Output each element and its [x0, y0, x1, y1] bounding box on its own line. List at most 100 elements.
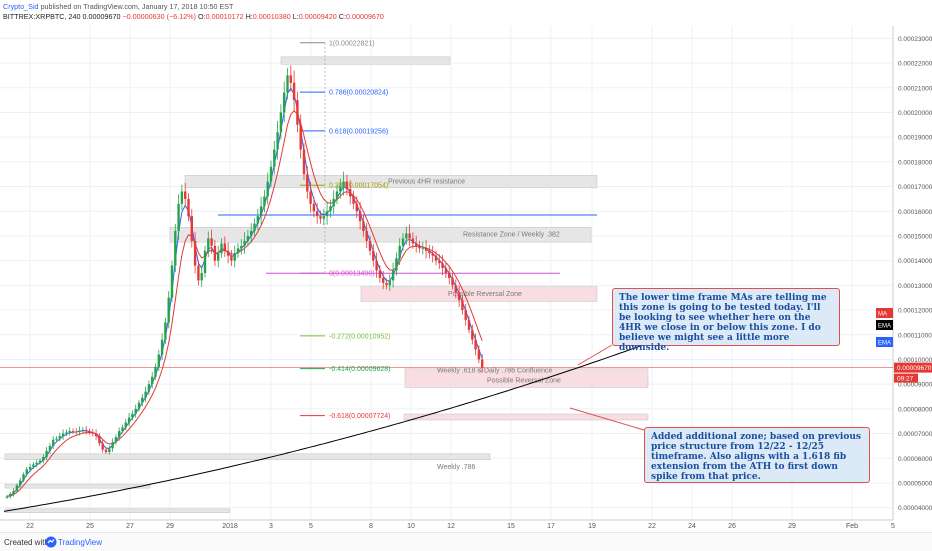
- last-price-tag-label: 0.00009670: [897, 365, 932, 372]
- candle-body: [167, 297, 170, 323]
- price-tick-label: 0.00018000: [898, 159, 932, 166]
- time-tick-label: 26: [728, 523, 736, 530]
- time-tick-label: 15: [507, 523, 515, 530]
- open-value: 0.00010172: [205, 12, 244, 21]
- candle-body: [197, 265, 200, 281]
- candle-body: [441, 263, 444, 269]
- candle-body: [85, 429, 88, 432]
- chart-overlays: [569, 344, 645, 431]
- candle-body: [395, 258, 398, 271]
- open-label: O:: [198, 12, 206, 21]
- zone-label-reversal-upper: Possible Reversal Zone: [448, 291, 522, 298]
- candle-body: [378, 270, 382, 278]
- price-tick-label: 0.00015000: [898, 233, 932, 240]
- time-tick-label: 17: [547, 523, 555, 530]
- candle-body: [388, 280, 391, 286]
- candle-body: [108, 448, 111, 453]
- price-tick-label: 0.00011000: [898, 332, 932, 339]
- price-axis: 0.00023000 0.00022000 0.00021000 0.00020000…: [876, 36, 932, 512]
- callout-line-1: [577, 344, 613, 366]
- fib-level-label: -0.414(0.00009628): [329, 366, 391, 373]
- candle-body: [71, 431, 75, 432]
- candle-body: [193, 240, 197, 266]
- candle-body: [144, 391, 147, 398]
- candle-body: [365, 231, 368, 241]
- candle-body: [286, 75, 289, 93]
- chart-zones: Previous 4HR resistance Resistance Zone /…: [4, 56, 649, 513]
- candle-body: [418, 245, 421, 249]
- candle-body: [250, 231, 253, 236]
- time-tick-label: 29: [166, 523, 174, 530]
- candle-body: [415, 243, 418, 246]
- candle-body: [101, 443, 104, 450]
- author-link[interactable]: Crypto_Sid: [3, 2, 39, 11]
- last-price-tag: [894, 362, 932, 373]
- candle-body: [160, 339, 164, 355]
- candle-body: [471, 329, 474, 340]
- candle-body: [243, 240, 246, 246]
- candle-body: [233, 253, 236, 261]
- candle-body: [263, 196, 266, 207]
- price-tick-label: 0.00012000: [898, 308, 932, 315]
- candle-body: [444, 268, 448, 273]
- candle-body: [319, 216, 322, 219]
- candle-body: [151, 376, 154, 385]
- candle-body: [405, 233, 408, 239]
- possible-reversal-zone-upper: [360, 286, 598, 302]
- fib-level-label: 0.618(0.00019256): [329, 128, 388, 135]
- candle-body: [25, 469, 28, 475]
- fib-level-label: -0.618(0.00007724): [329, 413, 391, 420]
- candle-body: [296, 100, 299, 125]
- indicator-tag-label: MA: [878, 312, 887, 318]
- candle-body: [127, 417, 131, 423]
- candle-body: [289, 75, 292, 83]
- annotation-note-2[interactable]: Added additional zone; based on previous…: [644, 427, 870, 483]
- candle-body: [335, 191, 339, 199]
- candle-body: [299, 124, 302, 150]
- candle-body: [157, 354, 160, 367]
- fib-levels: 1(0.00022821) 0.786(0.00020824) 0.618(0.00…: [300, 40, 391, 420]
- candle-body: [266, 181, 269, 197]
- candle-body: [184, 191, 187, 199]
- candle-body: [259, 206, 263, 217]
- candle-body: [279, 112, 283, 133]
- candle-body: [223, 243, 226, 251]
- candle-body: [220, 243, 223, 254]
- candle-body: [240, 245, 243, 249]
- candle-body: [292, 82, 296, 101]
- candle-body: [124, 422, 127, 428]
- candle-body: [147, 384, 151, 392]
- candle-body: [213, 245, 217, 261]
- candle-body: [342, 181, 345, 187]
- candle-body: [45, 450, 48, 458]
- price-tick-label: 0.00004000: [898, 505, 932, 512]
- publish-line: Crypto_Sid published on TradingView.com,…: [3, 2, 233, 11]
- annotation-note-1[interactable]: The lower time frame MAs are telling me …: [612, 288, 840, 353]
- price-tick-label: 0.00006000: [898, 456, 932, 463]
- candle-body: [35, 462, 38, 465]
- candle-body: [42, 457, 45, 461]
- ohlc-line: BITTREX:XRPBTC, 240 0.00009670 −0.000006…: [3, 12, 384, 21]
- candle-body: [111, 442, 114, 449]
- candle-body: [438, 260, 441, 264]
- time-tick-label: 24: [688, 523, 696, 530]
- candle-body: [329, 206, 332, 212]
- candle-body: [309, 191, 312, 204]
- candle-body: [75, 431, 78, 433]
- candle-body: [325, 211, 329, 217]
- candle-body: [276, 132, 279, 150]
- candle-body: [230, 255, 233, 261]
- countdown-label: 09:27: [897, 376, 914, 383]
- symbol-label[interactable]: BITTREX:XRPBTC, 240: [3, 12, 81, 21]
- candle-body: [368, 240, 372, 251]
- close-label: C:: [338, 12, 346, 21]
- candle-body: [382, 277, 385, 283]
- candle-body: [52, 439, 55, 446]
- candle-body: [48, 445, 52, 451]
- candle-body: [464, 310, 467, 320]
- tradingview-brand[interactable]: TradingView: [58, 538, 103, 547]
- time-tick-label: 8: [369, 523, 373, 530]
- candle-body: [174, 231, 177, 266]
- candle-body: [457, 292, 461, 301]
- high-label: H:: [245, 12, 253, 21]
